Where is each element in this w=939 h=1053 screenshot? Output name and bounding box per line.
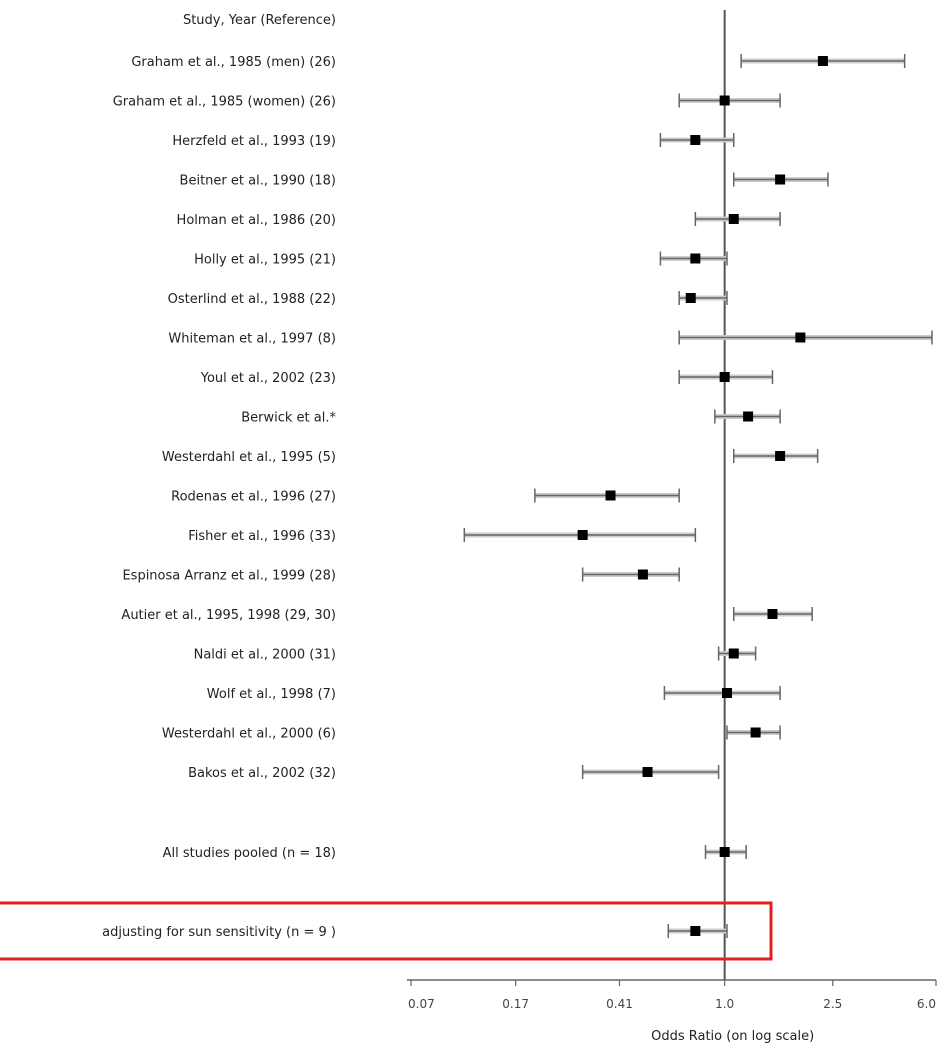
x-tick-label: 0.07 xyxy=(408,997,435,1011)
pooled-point-estimate xyxy=(690,926,701,936)
pooled-label: adjusting for sun sensitivity (n = 9 ) xyxy=(102,925,336,940)
pooled-row: adjusting for sun sensitivity (n = 9 ) xyxy=(102,924,728,940)
study-row: Holly et al., 1995 (21) xyxy=(194,251,728,268)
study-rows: Graham et al., 1985 (men) (26) Graham et … xyxy=(113,54,933,781)
pooled-point-estimate xyxy=(719,847,730,857)
study-point-estimate xyxy=(767,609,778,619)
study-point-estimate xyxy=(750,727,761,738)
x-tick-label: 0.17 xyxy=(502,997,529,1011)
study-row: Graham et al., 1985 (men) (26) xyxy=(131,54,906,70)
study-row: Berwick et al.* xyxy=(241,409,781,426)
x-axis-ticks: 0.07 0.17 0.41 1.0 2.5 6.0 xyxy=(408,980,937,1011)
study-label: Wolf et al., 1998 (7) xyxy=(207,687,336,702)
study-row: Rodenas et al., 1996 (27) xyxy=(171,488,680,505)
study-label: Holman et al., 1986 (20) xyxy=(177,213,336,228)
study-point-estimate xyxy=(795,332,806,343)
study-label: Rodenas et al., 1996 (27) xyxy=(171,490,336,505)
study-row: Wolf et al., 1998 (7) xyxy=(207,686,781,702)
study-row: Westerdahl et al., 2000 (6) xyxy=(162,725,781,742)
x-tick-label: 6.0 xyxy=(917,997,936,1011)
study-label: Espinosa Arranz et al., 1999 (28) xyxy=(122,569,336,584)
x-axis-title: Odds Ratio (on log scale) xyxy=(651,1029,814,1044)
study-row: Osterlind et al., 1988 (22) xyxy=(168,291,728,307)
study-row: Youl et al., 2002 (23) xyxy=(200,370,774,386)
study-point-estimate xyxy=(721,688,732,698)
study-label: Beitner et al., 1990 (18) xyxy=(180,174,336,189)
study-point-estimate xyxy=(775,174,786,185)
study-row: Espinosa Arranz et al., 1999 (28) xyxy=(122,567,680,584)
study-label: Autier et al., 1995, 1998 (29, 30) xyxy=(121,608,336,623)
pooled-label: All studies pooled (n = 18) xyxy=(163,846,336,861)
study-label: Berwick et al.* xyxy=(241,411,336,426)
study-label: Fisher et al., 1996 (33) xyxy=(188,529,336,544)
study-row: Bakos et al., 2002 (32) xyxy=(188,765,720,781)
study-label: Westerdahl et al., 2000 (6) xyxy=(162,727,336,742)
study-point-estimate xyxy=(577,530,588,540)
study-point-estimate xyxy=(685,293,696,303)
study-row: Westerdahl et al., 1995 (5) xyxy=(162,449,819,465)
study-row: Graham et al., 1985 (women) (26) xyxy=(113,93,781,110)
study-row: Holman et al., 1986 (20) xyxy=(177,212,781,228)
x-tick-label: 0.41 xyxy=(606,997,633,1011)
study-row: Herzfeld et al., 1993 (19) xyxy=(172,133,735,149)
study-point-estimate xyxy=(642,767,653,777)
x-tick-label: 2.5 xyxy=(823,997,842,1011)
study-point-estimate xyxy=(637,569,648,580)
study-row: Beitner et al., 1990 (18) xyxy=(180,172,829,189)
pooled-row: All studies pooled (n = 18) xyxy=(163,845,747,861)
study-point-estimate xyxy=(817,56,828,66)
study-point-estimate xyxy=(605,490,616,501)
study-point-estimate xyxy=(719,372,730,382)
study-point-estimate xyxy=(728,648,739,659)
study-point-estimate xyxy=(775,451,786,461)
study-row: Naldi et al., 2000 (31) xyxy=(194,646,757,663)
column-header: Study, Year (Reference) xyxy=(183,13,336,28)
study-point-estimate xyxy=(719,95,730,106)
study-label: Westerdahl et al., 1995 (5) xyxy=(162,450,336,465)
study-point-estimate xyxy=(690,135,701,145)
pooled-rows: All studies pooled (n = 18) adjusting for… xyxy=(102,845,747,940)
study-label: Naldi et al., 2000 (31) xyxy=(194,648,336,663)
study-row: Whiteman et al., 1997 (8) xyxy=(168,330,933,347)
study-label: Holly et al., 1995 (21) xyxy=(194,253,336,268)
study-label: Bakos et al., 2002 (32) xyxy=(188,766,336,781)
study-label: Graham et al., 1985 (men) (26) xyxy=(131,55,336,70)
study-label: Herzfeld et al., 1993 (19) xyxy=(172,134,336,149)
study-label: Whiteman et al., 1997 (8) xyxy=(168,332,336,347)
study-label: Youl et al., 2002 (23) xyxy=(200,371,336,386)
study-row: Autier et al., 1995, 1998 (29, 30) xyxy=(121,607,813,623)
x-tick-label: 1.0 xyxy=(715,997,734,1011)
study-row: Fisher et al., 1996 (33) xyxy=(188,528,697,544)
highlight-box xyxy=(0,901,773,961)
study-label: Osterlind et al., 1988 (22) xyxy=(168,292,336,307)
study-point-estimate xyxy=(690,253,701,264)
study-label: Graham et al., 1985 (women) (26) xyxy=(113,95,336,110)
study-point-estimate xyxy=(728,214,739,224)
study-point-estimate xyxy=(743,411,754,422)
